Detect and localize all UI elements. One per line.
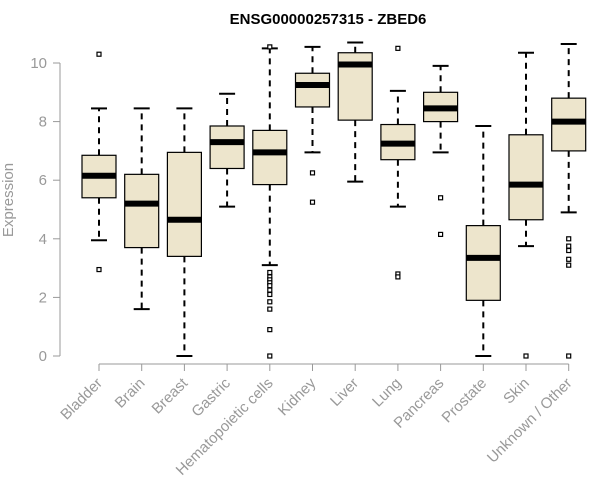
box-hematopoietic-cells [252,44,288,359]
box-liver [337,41,373,183]
box-pancreas [423,64,459,238]
x-tick-label: Kidney [275,374,320,419]
x-tick-label: Brain [112,375,149,412]
y-tick-label: 6 [39,172,47,189]
outlier-point [267,327,273,333]
outlier-point [267,291,273,298]
outlier-point [566,256,572,262]
y-tick-label: 8 [39,114,47,131]
box-iqr [294,72,331,108]
box-iqr [124,173,160,249]
box-iqr [508,134,544,221]
chart-title: ENSG00000257315 - ZBED6 [230,11,427,28]
outlier-point [267,44,273,50]
outlier-point [96,51,102,57]
outlier-point [566,236,572,242]
box-brain [124,107,160,311]
outlier-point [309,199,316,205]
x-tick-label: Lung [369,375,405,411]
box-iqr [166,151,202,257]
outlier-point [566,243,572,249]
outlier-point [566,353,572,359]
outlier-point [438,195,444,201]
outlier-point [267,306,273,312]
outlier-point [566,247,572,254]
y-axis-label: Expression [0,163,17,237]
box-breast [166,107,202,357]
outlier-point [267,283,273,289]
box-unknown-other [551,42,587,359]
x-tick-label: Bladder [57,375,106,424]
outlier-point [438,231,444,238]
box-iqr [465,225,501,301]
outlier-point [523,353,529,359]
box-bladder [81,51,117,273]
boxes-group [81,41,587,359]
box-prostate [465,124,501,357]
box-lung [380,45,416,280]
outlier-point [395,274,401,280]
outlier-point [267,353,273,359]
x-tick-label: Liver [327,375,362,410]
box-iqr [209,125,245,170]
y-tick-label: 2 [39,289,47,306]
y-tick-label: 0 [39,348,47,365]
box-skin [508,51,544,359]
outlier-point [267,287,273,293]
box-kidney [294,45,331,205]
x-tick-label: Breast [149,374,192,417]
outlier-point [267,299,273,305]
box-iqr [252,129,288,186]
outlier-point [309,170,316,176]
y-axis: 0 2 4 6 8 10 [30,55,61,365]
box-gastric [209,92,245,208]
x-tick-label: Skin [500,375,533,408]
outlier-point [96,266,102,273]
y-tick-label: 10 [30,55,47,72]
outlier-point [267,269,273,276]
x-tick-label: Prostate [439,375,491,427]
outlier-point [395,45,401,51]
y-tick-label: 4 [39,231,47,248]
outlier-point [566,262,572,268]
